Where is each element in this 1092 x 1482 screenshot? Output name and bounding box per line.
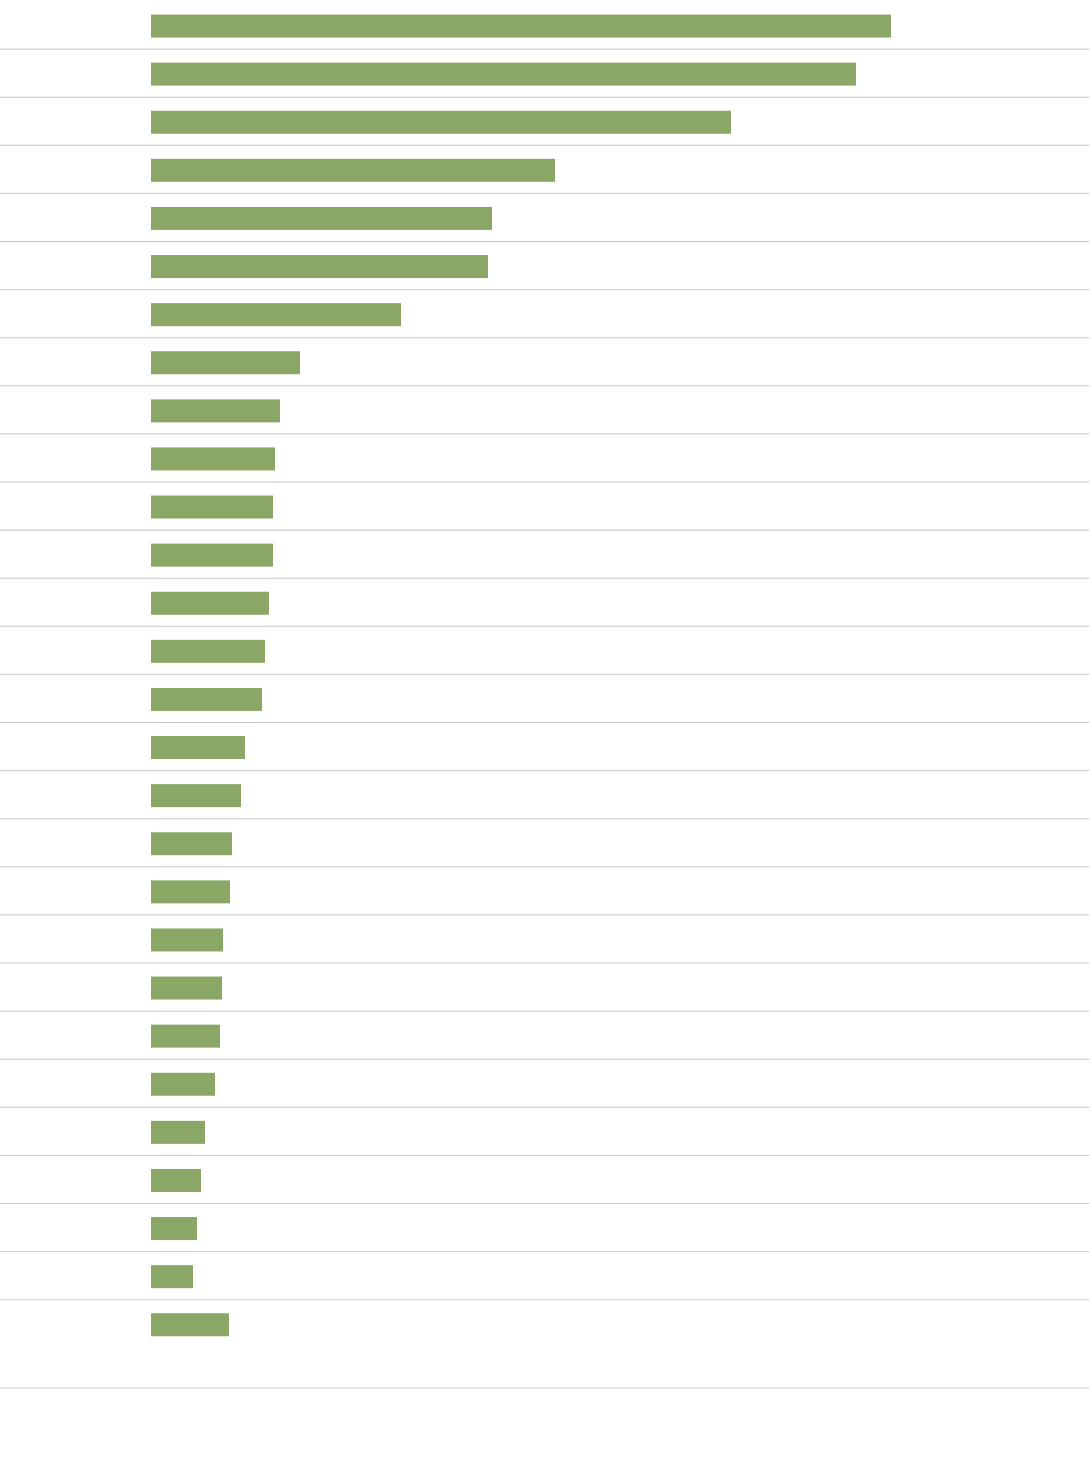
bar bbox=[151, 1072, 215, 1096]
bar bbox=[151, 1120, 205, 1144]
bar bbox=[151, 351, 300, 375]
bar bbox=[151, 110, 731, 134]
bar bbox=[151, 543, 273, 567]
bar bbox=[151, 832, 232, 856]
bar bbox=[151, 255, 488, 279]
bar bbox=[151, 639, 265, 663]
bar bbox=[151, 976, 222, 1000]
bar bbox=[151, 1313, 229, 1337]
bar bbox=[151, 880, 230, 904]
bar bbox=[151, 62, 856, 86]
bar bbox=[151, 1168, 201, 1192]
bar bbox=[151, 1024, 220, 1048]
bar bbox=[151, 447, 275, 471]
bar bbox=[151, 687, 262, 711]
bar bbox=[151, 158, 555, 182]
bar bbox=[151, 784, 241, 808]
bar bbox=[151, 14, 891, 38]
bar bbox=[151, 736, 245, 760]
bar bbox=[151, 1265, 193, 1289]
bar bbox=[151, 303, 401, 327]
bar bbox=[151, 206, 492, 230]
bar bbox=[151, 1217, 197, 1241]
bar bbox=[151, 399, 280, 423]
bar bbox=[151, 591, 269, 615]
bar bbox=[151, 928, 223, 952]
bar bbox=[151, 495, 273, 519]
